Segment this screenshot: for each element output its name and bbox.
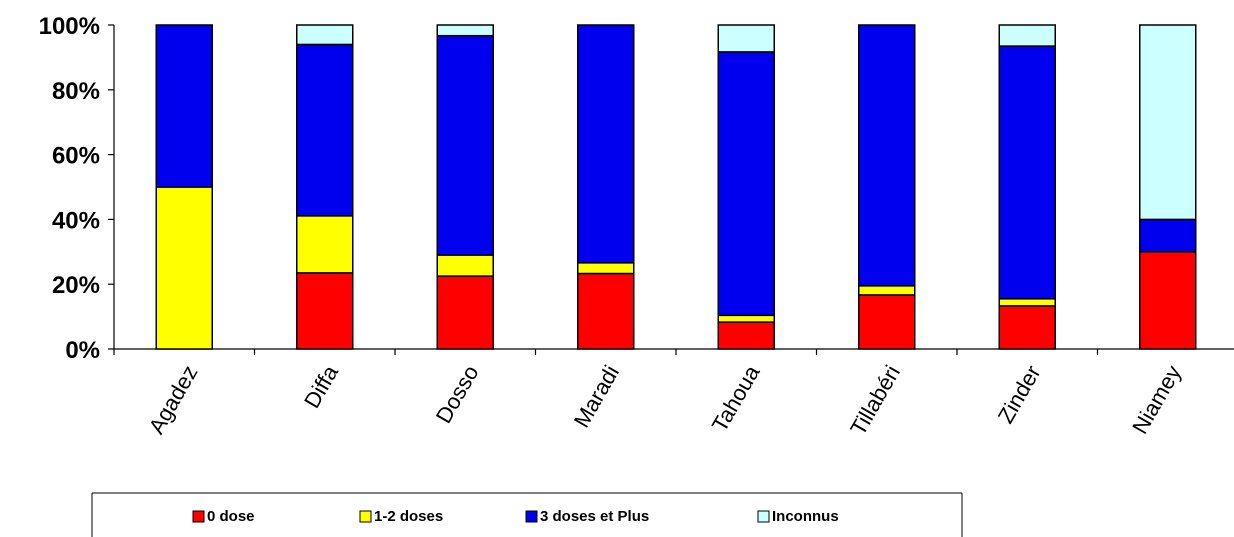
bar-segment-3-doses-et-plus-niamey (1139, 218, 1197, 253)
bar-segment-1-2-doses-tahoua (717, 314, 775, 323)
y-tick-label: 60% (52, 143, 100, 170)
bar-segment-3-doses-et-plus-dosso (436, 34, 494, 256)
x-category-label: Maradi (569, 361, 624, 432)
bar-segment-inconnus-tahoua (717, 24, 775, 53)
bar-segment-1-2-doses-zinder (998, 298, 1056, 307)
y-tick-label: 0% (65, 337, 100, 364)
legend-label: 1-2 doses (374, 508, 443, 525)
bar-segment-inconnus-diffa (296, 24, 354, 46)
bar-segment-inconnus-zinder (998, 24, 1056, 47)
bar-segment-inconnus-niamey (1139, 24, 1197, 221)
legend-label: 0 dose (207, 508, 255, 525)
legend-label: Inconnus (772, 508, 839, 525)
y-tick-label: 20% (52, 272, 100, 299)
bar-segment-3-doses-et-plus-tillab-ri (858, 24, 916, 287)
bar-segment-3-doses-et-plus-tahoua (717, 51, 775, 317)
legend-swatch-3-doses-et-plus (525, 510, 538, 523)
x-category-label: Tillabéri (845, 361, 905, 440)
x-category-label: Tahoua (707, 360, 765, 436)
x-category-label: Diffa (299, 360, 343, 412)
legend-swatch-0-dose (192, 510, 205, 523)
bar-segment-3-doses-et-plus-agadez (155, 24, 213, 188)
legend-label: 3 doses et Plus (540, 508, 649, 525)
x-category-label: Niamey (1127, 361, 1186, 438)
bar-segment-1-2-doses-tillab-ri (858, 285, 916, 296)
x-category-label: Dosso (431, 361, 484, 428)
bar-segment-0-dose-tahoua (717, 321, 775, 350)
bar-segment-0-dose-maradi (577, 272, 635, 350)
bar-segment-0-dose-zinder (998, 305, 1056, 350)
bar-segment-0-dose-diffa (296, 272, 354, 350)
y-tick-label: 80% (52, 78, 100, 105)
y-tick-label: 40% (52, 207, 100, 234)
legend-swatch-1-2-doses (359, 510, 372, 523)
bar-segment-1-2-doses-maradi (577, 262, 635, 275)
bar-segment-0-dose-dosso (436, 275, 494, 350)
bar-segment-3-doses-et-plus-zinder (998, 45, 1056, 300)
y-tick-label: 100% (39, 13, 100, 40)
bar-segment-1-2-doses-agadez (155, 186, 213, 350)
bar-segment-0-dose-niamey (1139, 251, 1197, 350)
legend-swatch-inconnus (757, 510, 770, 523)
bar-segment-inconnus-dosso (436, 24, 494, 37)
x-category-label: Zinder (993, 361, 1046, 428)
x-category-label: Agadez (144, 361, 203, 438)
bar-segment-3-doses-et-plus-diffa (296, 43, 354, 217)
bar-segment-0-dose-tillab-ri (858, 294, 916, 350)
bar-segment-3-doses-et-plus-maradi (577, 24, 635, 264)
bar-segment-1-2-doses-dosso (436, 254, 494, 277)
bar-segment-1-2-doses-diffa (296, 215, 354, 274)
